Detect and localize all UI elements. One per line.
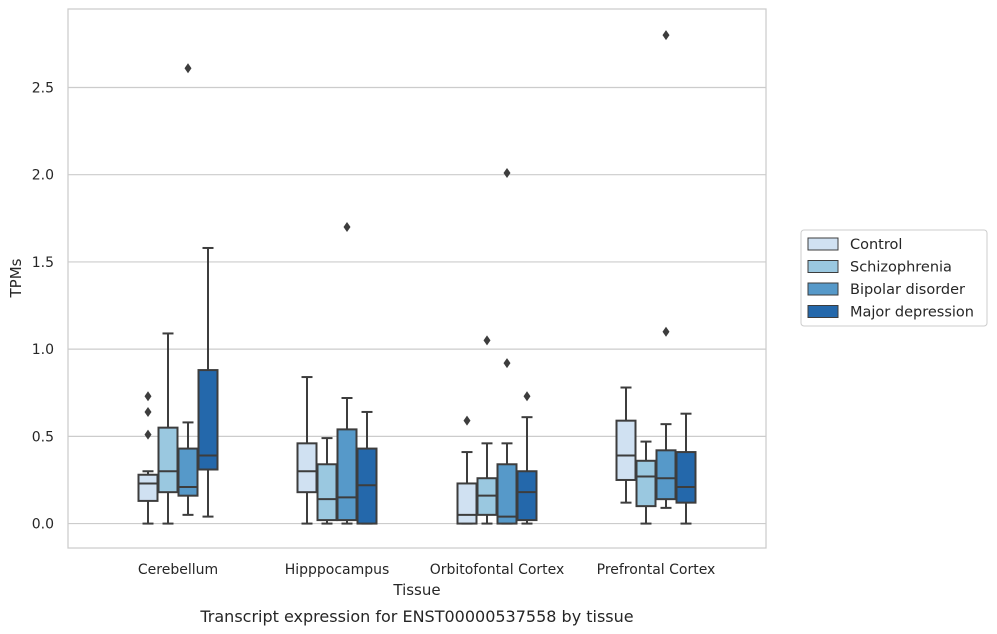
box-iqr bbox=[655, 449, 677, 501]
box-iqr bbox=[296, 442, 318, 494]
box-control bbox=[296, 376, 318, 525]
legend-frame bbox=[800, 229, 988, 327]
legend-label: Bipolar disorder bbox=[850, 282, 965, 298]
y-tick-labels: 0.0 0.5 1.0 1.5 2.0 2.5 bbox=[32, 80, 54, 532]
legend-swatch bbox=[807, 282, 839, 296]
box-iqr bbox=[675, 451, 697, 504]
outlier-point bbox=[343, 222, 351, 233]
legend-label: Major depression bbox=[850, 305, 974, 321]
box-control bbox=[456, 415, 478, 525]
x-axis-label: Tissue bbox=[392, 581, 440, 599]
y-tick-label: 0.5 bbox=[32, 429, 54, 445]
outlier-point bbox=[144, 429, 152, 440]
box-major-depression bbox=[516, 391, 538, 525]
outlier-point bbox=[144, 406, 152, 417]
box-iqr bbox=[137, 473, 159, 502]
legend-swatch bbox=[807, 260, 839, 273]
box-iqr bbox=[496, 463, 518, 525]
box-schizophrenia bbox=[635, 440, 657, 525]
y-tick-label: 2.5 bbox=[32, 80, 54, 96]
x-tick-label: Orbitofontal Cortex bbox=[430, 562, 565, 578]
box-schizophrenia bbox=[157, 332, 179, 525]
box-bipolar-disorder bbox=[177, 63, 199, 516]
box-bipolar-disorder bbox=[496, 167, 518, 525]
box-iqr bbox=[197, 369, 219, 471]
y-tick-label: 1.0 bbox=[32, 342, 54, 358]
outlier-point bbox=[662, 30, 670, 41]
outlier-point bbox=[463, 415, 471, 426]
legend: Control Schizophrenia Bipolar disorder Majo… bbox=[800, 229, 988, 327]
legend-swatch bbox=[807, 237, 839, 251]
box-iqr bbox=[316, 463, 338, 522]
box-iqr bbox=[615, 419, 637, 481]
outlier-point bbox=[662, 326, 670, 337]
box-schizophrenia bbox=[476, 335, 498, 525]
legend-swatch bbox=[807, 305, 839, 318]
chart-caption: Transcript expression for ENST0000053755… bbox=[199, 607, 633, 626]
outlier-point bbox=[503, 358, 511, 369]
x-tick-labels: Cerebellum Hipppocampus Orbitofontal Corte… bbox=[138, 562, 715, 578]
x-tick-label: Prefrontal Cortex bbox=[597, 562, 716, 578]
y-axis-label: TPMs bbox=[7, 258, 25, 298]
box-bipolar-disorder bbox=[336, 222, 358, 525]
legend-label: Control bbox=[850, 237, 902, 253]
outlier-point bbox=[144, 391, 152, 402]
outlier-point bbox=[503, 167, 511, 178]
box-major-depression bbox=[356, 410, 378, 525]
box-major-depression bbox=[675, 412, 697, 525]
outlier-point bbox=[483, 335, 491, 346]
plot-marks bbox=[137, 30, 697, 525]
box-iqr bbox=[336, 428, 358, 522]
box-control bbox=[615, 386, 637, 504]
y-tick-label: 1.5 bbox=[32, 255, 54, 271]
box-iqr bbox=[516, 470, 538, 522]
y-tick-label: 2.0 bbox=[32, 168, 54, 184]
box-iqr bbox=[177, 447, 199, 497]
box-schizophrenia bbox=[316, 437, 338, 525]
legend-label: Schizophrenia bbox=[850, 260, 952, 276]
outlier-point bbox=[523, 391, 531, 402]
outlier-point bbox=[184, 63, 192, 74]
box-iqr bbox=[456, 482, 478, 525]
box-iqr bbox=[157, 426, 179, 494]
y-tick-label: 0.0 bbox=[32, 517, 54, 533]
box-control bbox=[137, 391, 159, 525]
x-tick-label: Cerebellum bbox=[138, 562, 218, 578]
box-major-depression bbox=[197, 246, 219, 518]
plot-frame bbox=[67, 8, 767, 549]
box-iqr bbox=[635, 459, 657, 508]
x-tick-label: Hipppocampus bbox=[285, 562, 390, 578]
